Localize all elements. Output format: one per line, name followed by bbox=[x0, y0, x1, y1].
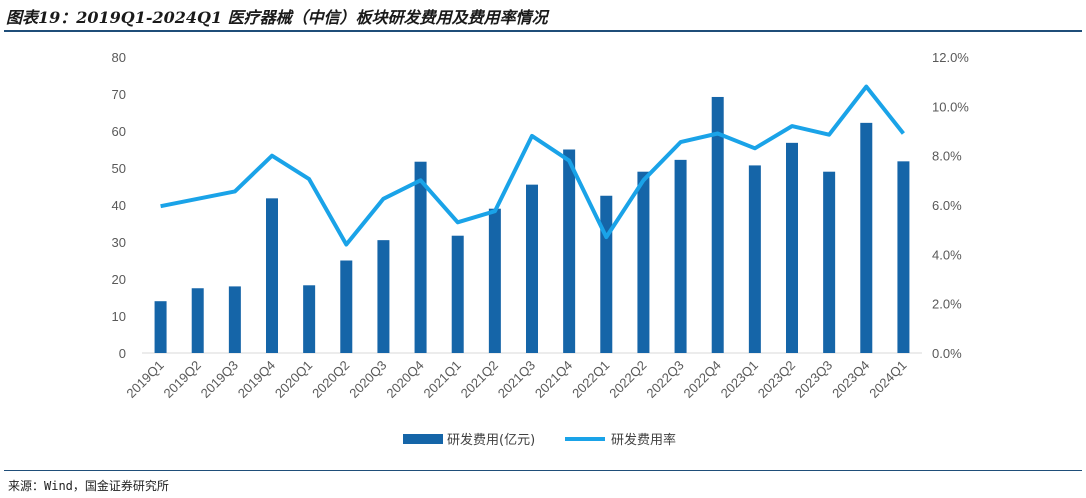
bar-series bbox=[154, 96, 910, 354]
bar-2020Q2 bbox=[340, 260, 353, 353]
left-tick-label: 0 bbox=[119, 346, 126, 361]
x-tick-label: 2019Q2 bbox=[161, 358, 204, 401]
x-tick-label: 2023Q3 bbox=[792, 358, 835, 401]
bar-2021Q1 bbox=[451, 235, 464, 353]
x-tick-label: 2020Q4 bbox=[383, 358, 426, 401]
x-tick-label: 2021Q1 bbox=[421, 358, 464, 401]
legend-line-label: 研发费用率 bbox=[611, 432, 676, 448]
x-tick-label: 2020Q1 bbox=[272, 358, 315, 401]
bar-2019Q2 bbox=[191, 288, 204, 353]
bar-2021Q2 bbox=[488, 208, 501, 353]
right-tick-label: 4.0% bbox=[932, 247, 962, 262]
right-tick-label: 2.0% bbox=[932, 297, 962, 312]
right-tick-label: 6.0% bbox=[932, 198, 962, 213]
right-tick-label: 0.0% bbox=[932, 346, 962, 361]
right-tick-label: 12.0% bbox=[932, 50, 969, 65]
x-tick-label: 2022Q1 bbox=[569, 358, 612, 401]
bar-2019Q1 bbox=[154, 301, 167, 353]
x-tick-label: 2020Q3 bbox=[346, 358, 389, 401]
bar-2019Q4 bbox=[266, 198, 278, 353]
x-tick-label: 2024Q1 bbox=[866, 358, 909, 401]
left-tick-label: 30 bbox=[112, 235, 126, 250]
x-tick-label: 2021Q2 bbox=[458, 358, 501, 401]
x-tick-label: 2023Q2 bbox=[755, 358, 798, 401]
bar-2021Q3 bbox=[526, 184, 538, 353]
x-tick-label: 2021Q3 bbox=[495, 358, 538, 401]
x-tick-label: 2019Q1 bbox=[123, 358, 166, 401]
line-series bbox=[160, 84, 905, 247]
footer-divider bbox=[4, 470, 1082, 471]
bar-2022Q1 bbox=[600, 195, 613, 353]
left-tick-label: 50 bbox=[112, 161, 126, 176]
left-tick-label: 20 bbox=[112, 272, 126, 287]
bar-2020Q1 bbox=[303, 285, 316, 353]
right-tick-label: 8.0% bbox=[932, 149, 962, 164]
x-tick-label: 2022Q4 bbox=[681, 358, 724, 401]
left-tick-label: 60 bbox=[112, 124, 126, 139]
title-divider bbox=[4, 30, 1082, 32]
bar-2023Q3 bbox=[823, 171, 836, 353]
bar-2022Q3 bbox=[674, 159, 687, 353]
legend-bar-label: 研发费用(亿元) bbox=[447, 432, 535, 448]
bar-2022Q2 bbox=[637, 171, 650, 353]
x-tick-label: 2023Q1 bbox=[718, 358, 761, 401]
x-tick-label: 2022Q2 bbox=[606, 358, 649, 401]
x-tick-label: 2019Q4 bbox=[235, 358, 278, 401]
legend: 研发费用(亿元) 研发费用率 bbox=[403, 432, 676, 448]
left-tick-label: 80 bbox=[112, 50, 126, 65]
x-tick-label: 2022Q3 bbox=[643, 358, 686, 401]
bar-2023Q2 bbox=[786, 142, 798, 353]
source-note: 来源：Wind，国金证券研究所 bbox=[8, 479, 169, 493]
x-tick-label: 2021Q4 bbox=[532, 358, 575, 401]
chart-title: 图表19：2019Q1-2024Q1 医疗器械（中信）板块研发费用及费用率情况 bbox=[6, 8, 548, 27]
bar-2020Q3 bbox=[377, 240, 390, 353]
bar-2023Q4 bbox=[860, 122, 873, 353]
bar-2021Q4 bbox=[563, 149, 576, 353]
x-axis-labels: 2019Q12019Q22019Q32019Q42020Q12020Q22020… bbox=[123, 358, 909, 401]
left-axis: 0 10 20 30 40 50 60 70 80 bbox=[112, 50, 126, 361]
right-tick-label: 10.0% bbox=[932, 99, 969, 114]
left-tick-label: 10 bbox=[112, 309, 126, 324]
bar-line-chart: 0 10 20 30 40 50 60 70 80 0.0% 2.0% 4.0% 6.0% 8.0% 10… bbox=[112, 50, 970, 448]
right-axis: 0.0% 2.0% 4.0% 6.0% 8.0% 10.0% 12.0% bbox=[932, 50, 969, 361]
bar-2019Q3 bbox=[228, 286, 241, 353]
bar-2023Q1 bbox=[748, 165, 761, 353]
x-tick-label: 2020Q2 bbox=[309, 358, 352, 401]
bar-2024Q1 bbox=[897, 161, 910, 353]
legend-bar-swatch bbox=[403, 434, 443, 444]
bar-2020Q4 bbox=[414, 161, 427, 353]
left-tick-label: 70 bbox=[112, 87, 126, 102]
bar-2022Q4 bbox=[711, 96, 724, 354]
x-tick-label: 2019Q3 bbox=[198, 358, 241, 401]
left-tick-label: 40 bbox=[112, 198, 126, 213]
x-tick-label: 2023Q4 bbox=[829, 358, 872, 401]
